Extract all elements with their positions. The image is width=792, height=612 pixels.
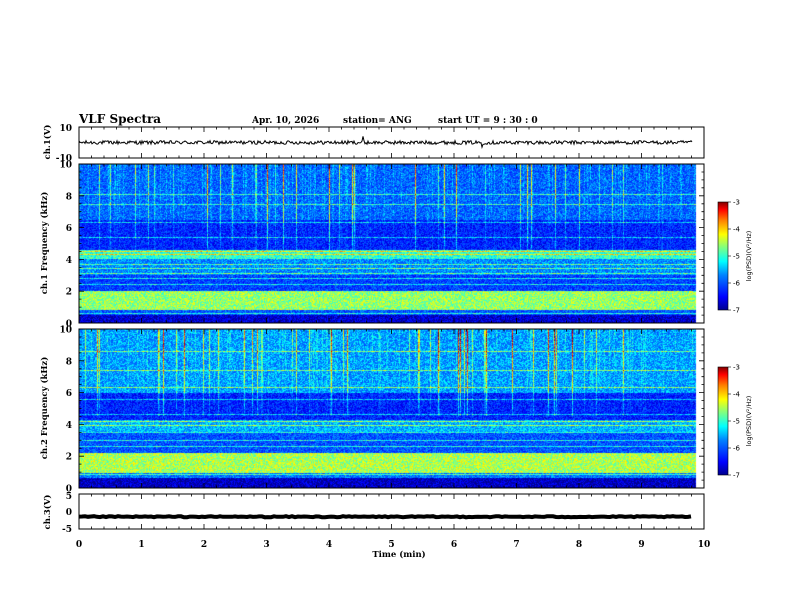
station-label: station= ANG <box>343 116 412 126</box>
ch3-ytick-top: 5 <box>66 492 72 502</box>
ch2-spectrogram-image <box>79 329 704 488</box>
ch2-freq-ylabel: ch.2 Frequency (kHz) <box>39 357 50 460</box>
time-xtick-4: 4 <box>326 540 332 550</box>
ch2-ytick-6: 6 <box>66 389 72 399</box>
ch1-waveform-panel: 10 -10 ch.1(V) <box>42 124 705 164</box>
ch2-spectrogram-panel: 0 2 4 6 8 10 ch.2 Frequency (kHz) <box>39 326 705 495</box>
ch2-colorbar-ticks: -3 -4 -5 -6 -7 <box>728 364 741 480</box>
ch1-colorbar-gradient <box>717 201 729 311</box>
ch1-ytick-bottom: -10 <box>56 154 72 164</box>
colorbar-tick--7: -7 <box>733 472 740 480</box>
colorbar-tick--6: -6 <box>733 280 741 288</box>
ch2-ytick-2: 2 <box>66 453 72 463</box>
colorbar-tick--5: -5 <box>733 253 740 261</box>
ch3-ytick-bottom: -5 <box>62 525 72 535</box>
date-label: Apr. 10, 2026 <box>251 116 319 126</box>
time-xtick-5: 5 <box>388 540 394 550</box>
ch1-spectrogram-panel: 0 2 4 6 8 10 ch.1 Frequency (kHz) <box>39 161 705 330</box>
ch3-waveform-trace <box>78 514 692 520</box>
ch1-colorbar-ticks: -3 -4 -5 -6 -7 <box>728 199 741 315</box>
time-xtick-6: 6 <box>451 540 457 550</box>
ch2-colorbar: -3 -4 -5 -6 -7 log(PSD)(V²/Hz) <box>717 364 753 480</box>
ch3-waveform-panel: 5 0 -5 ch.3(V) 0 1 2 3 4 5 6 7 8 9 10 Time (min) <box>42 492 710 560</box>
time-xtick-2: 2 <box>201 540 207 550</box>
ch3-ylabel: ch.3(V) <box>42 495 53 530</box>
ch1-ytick-8: 8 <box>66 192 72 202</box>
ch2-yticks: 0 2 4 6 8 10 <box>59 326 72 495</box>
ch3-waveform-frame <box>78 493 705 530</box>
ch2-ytick-10: 10 <box>59 326 72 336</box>
frame-tick-path <box>78 127 705 529</box>
ch1-ytick-top: 10 <box>59 124 72 134</box>
ch1-ytick-4: 4 <box>66 256 72 266</box>
ch1-ytick-2: 2 <box>66 288 72 298</box>
colorbar-tick--7: -7 <box>733 307 740 315</box>
ch1-ylabel: ch.1(V) <box>42 125 53 160</box>
ch2-colorbar-label: log(PSD)(V²/Hz) <box>745 396 753 447</box>
colorbar-tick--4: -4 <box>733 226 741 234</box>
time-xtick-3: 3 <box>263 540 269 550</box>
ch1-colorbar: -3 -4 -5 -6 -7 log(PSD)(V²/Hz) <box>717 199 753 315</box>
frame-tick-marks <box>78 127 705 529</box>
time-xtick-8: 8 <box>576 540 582 550</box>
ch3-ytick-mid: 0 <box>66 508 72 518</box>
figure-title: VLF Spectra <box>78 112 161 126</box>
ch1-ytick-6: 6 <box>66 224 72 234</box>
ch1-waveform-trace <box>78 136 693 150</box>
time-xlabel: Time (min) <box>372 549 425 560</box>
ch1-yticks: 0 2 4 6 8 10 <box>59 161 72 330</box>
time-xtick-7: 7 <box>513 540 519 550</box>
time-xtick-0: 0 <box>76 540 82 550</box>
ch1-spectrogram-image <box>79 164 704 323</box>
ch2-ytick-4: 4 <box>66 421 72 431</box>
colorbar-tick--4: -4 <box>733 391 741 399</box>
time-xtick-10: 10 <box>698 540 711 550</box>
ch2-ytick-0: 0 <box>66 485 72 495</box>
ch1-colorbar-label: log(PSD)(V²/Hz) <box>745 231 753 282</box>
time-axis-ticks: 0 1 2 3 4 5 6 7 8 9 10 <box>76 540 710 550</box>
ch2-colorbar-gradient <box>717 366 729 476</box>
colorbar-tick--3: -3 <box>733 364 740 372</box>
ch1-ytick-0: 0 <box>66 320 72 330</box>
colorbar-tick--6: -6 <box>733 445 741 453</box>
time-xtick-9: 9 <box>638 540 644 550</box>
ch1-freq-ylabel: ch.1 Frequency (kHz) <box>39 192 50 295</box>
colorbar-tick--5: -5 <box>733 418 740 426</box>
start-time-label: start UT = 9 : 30 : 0 <box>438 116 538 126</box>
time-xtick-1: 1 <box>138 540 144 550</box>
ch1-ytick-10: 10 <box>59 161 72 171</box>
colorbar-tick--3: -3 <box>733 199 740 207</box>
ch2-ytick-8: 8 <box>66 357 72 367</box>
